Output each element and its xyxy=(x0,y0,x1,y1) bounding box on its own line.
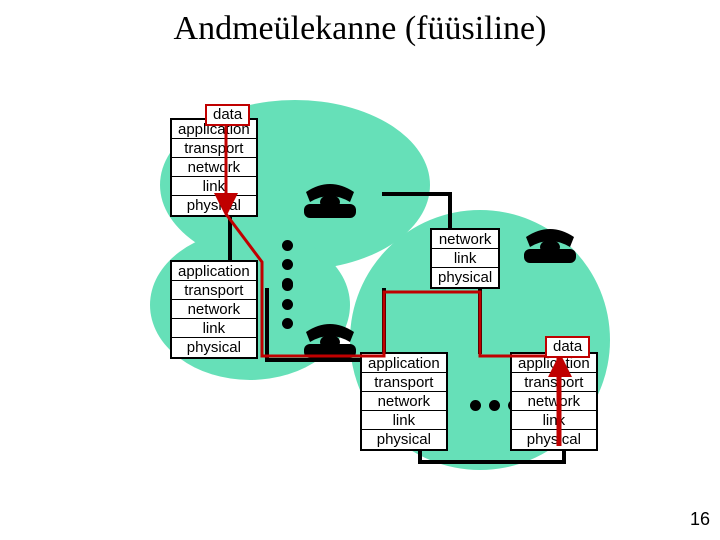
layer-row: network xyxy=(172,158,256,177)
layer-row: network xyxy=(172,300,256,319)
layer-row: link xyxy=(362,411,446,430)
slide-title: Andmeülekanne (füüsiline) xyxy=(0,10,720,48)
layer-stack: application transport network link physi… xyxy=(170,118,258,217)
cable xyxy=(478,288,482,354)
phone-icon xyxy=(520,225,580,272)
cable xyxy=(265,288,269,362)
layer-row: transport xyxy=(512,373,596,392)
layer-row: transport xyxy=(362,373,446,392)
layer-row: physical xyxy=(172,338,256,357)
cable xyxy=(382,192,452,196)
layer-stack: network link physical xyxy=(430,228,500,289)
layer-row: application xyxy=(172,262,256,281)
layer-row: physical xyxy=(362,430,446,449)
phone-icon xyxy=(300,320,360,367)
layer-row: link xyxy=(432,249,498,268)
layer-row: application xyxy=(362,354,446,373)
layer-row: physical xyxy=(512,430,596,449)
dots-icon xyxy=(282,280,293,329)
layer-row: transport xyxy=(172,281,256,300)
phone-icon xyxy=(300,180,360,227)
layer-stack: application transport network link physi… xyxy=(170,260,258,359)
layer-row: physical xyxy=(172,196,256,215)
layer-row: network xyxy=(512,392,596,411)
cable xyxy=(382,288,386,362)
cable xyxy=(418,460,566,464)
layer-row: network xyxy=(432,230,498,249)
cable xyxy=(228,216,232,264)
layer-stack: application transport network link physi… xyxy=(510,352,598,451)
layer-row: physical xyxy=(432,268,498,287)
data-label: data xyxy=(205,104,250,126)
layer-stack: application transport network link physi… xyxy=(360,352,448,451)
layer-row: link xyxy=(172,177,256,196)
data-path xyxy=(0,0,720,540)
layer-row: link xyxy=(512,411,596,430)
layer-row: link xyxy=(172,319,256,338)
slide-number: 16 xyxy=(690,509,710,530)
layer-row: transport xyxy=(172,139,256,158)
cable xyxy=(448,192,452,232)
data-label: data xyxy=(545,336,590,358)
layer-row: network xyxy=(362,392,446,411)
